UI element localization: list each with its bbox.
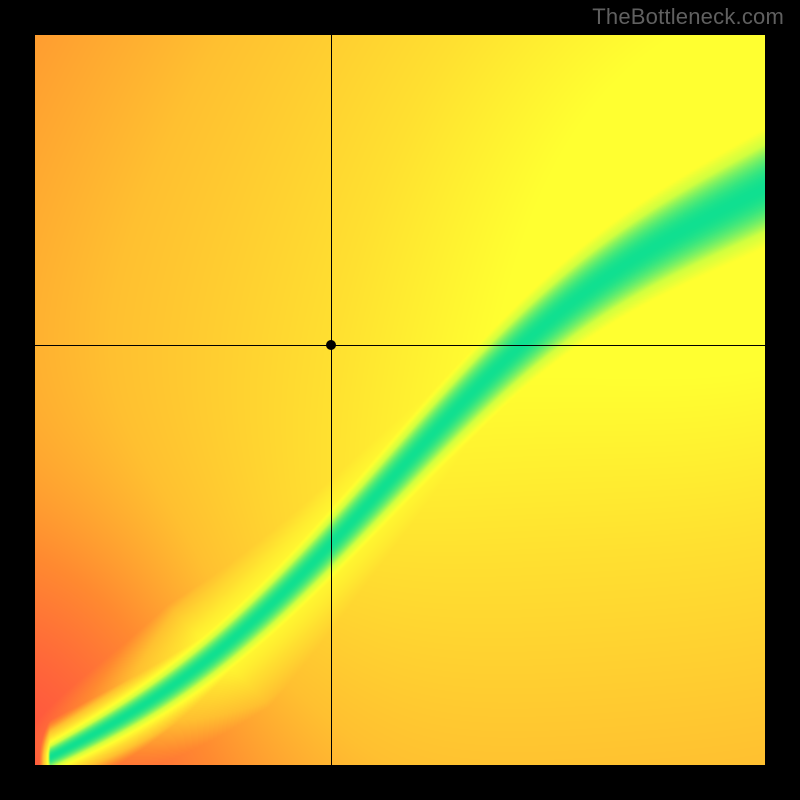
marker-dot bbox=[326, 340, 336, 350]
chart-container: TheBottleneck.com bbox=[0, 0, 800, 800]
crosshair-horizontal bbox=[35, 345, 765, 346]
watermark-text: TheBottleneck.com bbox=[592, 4, 784, 30]
heatmap-plot bbox=[35, 35, 765, 765]
crosshair-vertical bbox=[331, 35, 332, 765]
heatmap-canvas bbox=[35, 35, 765, 765]
